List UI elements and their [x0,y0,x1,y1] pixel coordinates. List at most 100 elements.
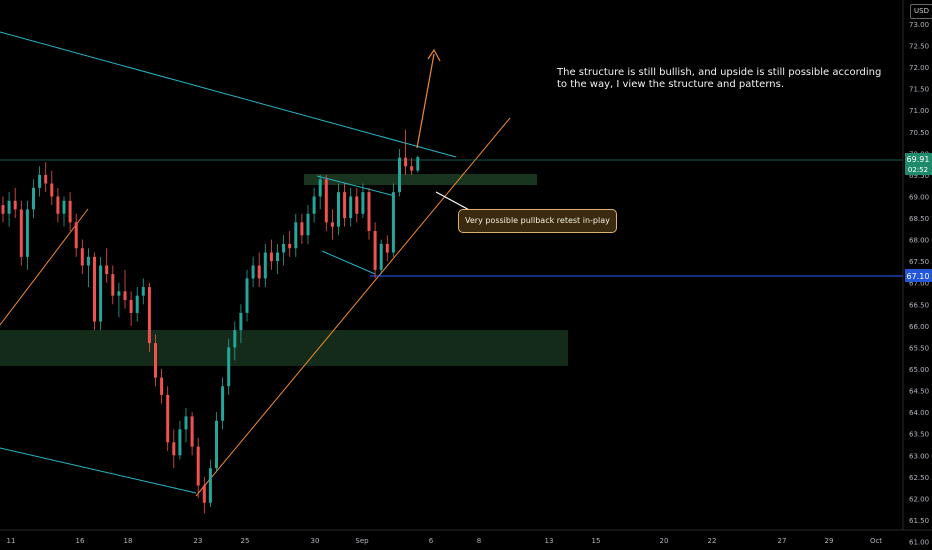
price-tick-label: 71.50 [909,86,929,94]
candle-body [269,252,273,262]
price-tick-label: 65.50 [909,344,929,352]
price-tick-label: 69.50 [909,172,929,180]
candle-body [93,256,96,322]
price-tick-label: 67.00 [909,280,929,288]
candle-body [25,209,29,257]
analysis-note-line-2: to the way, I view the structure and pat… [557,79,784,90]
candle [208,459,212,508]
candle-body [208,468,212,503]
demand-zone-lower [0,330,568,366]
current-price-label: 69.91 02:52 [905,153,932,175]
candle-body [196,446,200,486]
candle-body [416,157,420,171]
candle-body [276,252,279,262]
candle-body [361,192,365,214]
candle [263,243,267,288]
candle [172,429,176,469]
candle-body [221,386,225,421]
candle [154,334,157,387]
time-tick-label: 16 [76,537,85,545]
candle [135,287,139,322]
candle-body [147,287,151,344]
candle-body [135,295,139,313]
candle-body [355,196,359,214]
candle [330,209,334,240]
flag-upper-line[interactable] [316,175,396,197]
candle [141,278,145,305]
callout-pointer [435,191,474,213]
level-price-label: 67.10 [905,269,932,282]
candle-body [294,222,298,249]
pullback-callout[interactable]: Very possible pullback retest in-play [458,209,617,233]
candle-body [257,265,261,279]
candle [202,476,206,514]
time-tick-label: 8 [477,537,481,545]
candle [117,282,121,318]
candle-body [1,205,5,214]
candle [373,222,377,279]
candle [349,187,353,227]
time-tick-label: Sep [355,537,369,545]
candle [215,412,218,473]
price-tick-label: 61.00 [909,539,929,547]
candle [19,200,23,266]
candle-body [379,243,383,270]
candle [111,265,115,305]
left-rising-trendline[interactable] [0,208,89,326]
candle [221,377,225,430]
upper-descending-trendline[interactable] [0,31,457,158]
candle [385,235,389,262]
candle-body [312,196,316,214]
candle-body [117,291,121,296]
candle [288,230,292,257]
time-tick-label: 25 [241,537,250,545]
time-axis[interactable]: 11 16 18 23 25 30 Sep 6 8 13 15 20 22 27 29 Oct [7,537,883,545]
time-tick-label: Oct [870,537,882,545]
candle-body [251,265,255,279]
candle [105,248,109,283]
candle [13,187,17,219]
candle-body [50,183,54,197]
candle-body [129,299,133,313]
candle-body [190,416,194,447]
candle-body [227,347,231,387]
candle [337,183,340,236]
candle [410,157,414,175]
candle-body [86,256,90,266]
candle [398,149,401,197]
price-tick-label: 71.00 [909,107,929,115]
candle-body [160,377,164,395]
candle [178,420,182,460]
candle [147,282,151,352]
candle [239,304,243,344]
price-tick-label: 69.00 [909,193,929,201]
candle-body [318,179,322,197]
time-tick-label: 6 [429,537,434,545]
candle [306,205,310,244]
candle [257,252,261,288]
candle [129,291,133,326]
candle-body [74,222,78,249]
candlestick-series [1,129,420,514]
candle-body [337,192,340,227]
candle-body [178,429,182,456]
candle [184,407,188,443]
candle-body [324,179,328,223]
candle [7,192,11,227]
candle-body [99,265,103,322]
candle-body [330,222,334,227]
price-tick-label: 61.50 [909,517,929,525]
candle [62,196,66,227]
candle [416,155,420,173]
candle [99,256,103,331]
currency-badge[interactable]: USD [910,4,932,19]
candle-body [306,213,310,236]
price-tick-label: 68.50 [909,215,929,223]
rising-support-trendline[interactable] [195,117,511,497]
supply-zone-upper [304,174,537,185]
candle [74,213,78,257]
flag-lower-line[interactable] [321,250,376,275]
analysis-note[interactable]: The structure is still bullish, and upsi… [557,67,881,91]
lower-descending-trendline[interactable] [0,447,197,494]
